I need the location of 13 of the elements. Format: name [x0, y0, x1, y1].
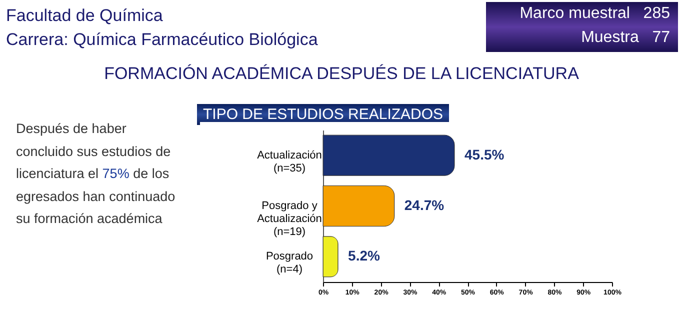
data-label: 5.2% — [348, 248, 380, 264]
y-tick-label: Actualización (n=35) — [257, 149, 322, 174]
chart-subtitle: TIPO DE ESTUDIOS REALIZADOS — [197, 104, 450, 125]
text: Después de haber concluido sus estudios de licenciatura el 75% de los egresados han continuado su formación académica — [16, 121, 176, 226]
y-tick-label: Posgrado y Actualización (n=19) — [257, 200, 322, 238]
text: Marco muestral 285 — [518, 4, 670, 24]
y-tick-label: Posgrado (n=4) — [266, 250, 314, 276]
chart-title: FORMACIÓN ACADÉMICA DESPUÉS DE LA LICENCIATURA — [103, 64, 580, 84]
text: Muestra 77 — [580, 28, 670, 48]
text: Carrera: Química Farmacéutico Biológica — [6, 29, 318, 51]
text: Facultad de Química — [6, 5, 164, 27]
data-label: 24.7% — [404, 197, 445, 213]
data-label: 45.5% — [464, 146, 505, 162]
